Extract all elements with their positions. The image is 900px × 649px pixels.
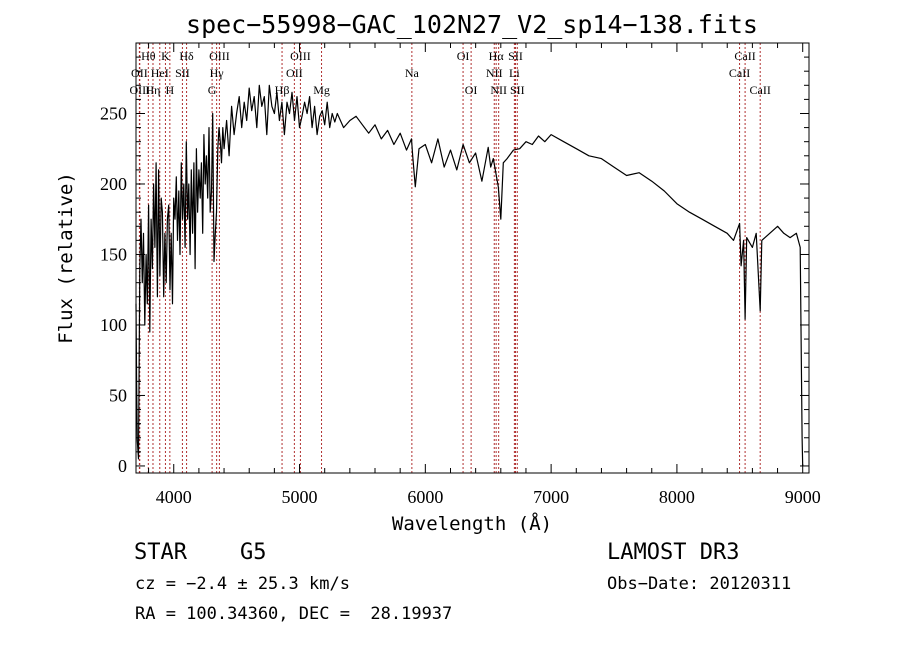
line-marker-label-2: OIII xyxy=(129,83,150,97)
redshift-value: cz = −2.4 ± 25.3 km/s xyxy=(135,574,350,594)
line-marker-label-10: Hγ xyxy=(210,66,225,80)
line-marker-label-8: Hδ xyxy=(179,49,194,63)
chart-title: spec−55998−GAC_102N27_V2_sp14−138.fits xyxy=(186,10,758,39)
line-marker-label-20: NII xyxy=(486,66,503,80)
line-marker-label-25: CaII xyxy=(734,49,755,63)
spectrum-series-line xyxy=(135,84,804,467)
coordinates: RA = 100.34360, DEC = 28.19937 xyxy=(135,604,453,624)
line-marker-label-18: OI xyxy=(465,83,478,97)
x-tick-label-0: 4000 xyxy=(156,487,192,507)
line-marker-label-7: H xyxy=(166,83,175,97)
x-tick-label-3: 7000 xyxy=(533,487,569,507)
y-tick-label-4: 200 xyxy=(100,174,127,194)
y-tick-label-0: 0 xyxy=(118,456,127,476)
line-marker-label-6: SII xyxy=(175,66,190,80)
x-axis-label: Wavelength (Å) xyxy=(392,512,552,535)
x-tick-label-5: 9000 xyxy=(785,487,821,507)
line-marker-label-3: HeI xyxy=(151,66,169,80)
line-marker-label-17: OI xyxy=(457,49,470,63)
line-marker-label-22: SII xyxy=(508,49,523,63)
y-tick-label-3: 150 xyxy=(100,244,127,264)
line-marker-label-15: Mg xyxy=(313,83,330,97)
y-axis-label: Flux (relative) xyxy=(55,172,77,344)
plot-frame xyxy=(135,42,810,474)
line-marker-label-12: OIII xyxy=(290,49,311,63)
line-markers xyxy=(138,43,761,473)
line-marker-label-16: Na xyxy=(405,66,420,80)
line-marker-label-21: NII xyxy=(490,83,507,97)
line-marker-label-9: OIII xyxy=(209,49,230,63)
line-marker-label-13: OII xyxy=(286,66,303,80)
axis-ticks: 4000 5000 6000 7000 8000 9000 0 50 100 150 200 250 xyxy=(100,43,821,507)
x-tick-label-2: 6000 xyxy=(407,487,443,507)
line-marker-label-23: Li xyxy=(509,66,520,80)
y-tick-label-2: 100 xyxy=(100,315,127,335)
x-tick-label-1: 5000 xyxy=(282,487,318,507)
y-tick-label-1: 50 xyxy=(109,385,127,405)
observation-date: Obs−Date: 20120311 xyxy=(607,574,792,594)
line-marker-label-19: Hα xyxy=(489,49,505,63)
x-tick-label-4: 8000 xyxy=(659,487,695,507)
line-marker-label-4: Hη xyxy=(146,83,161,97)
survey-name: LAMOST DR3 xyxy=(607,540,740,565)
y-tick-label-5: 250 xyxy=(100,103,127,123)
line-marker-label-1: OII xyxy=(131,66,148,80)
line-marker-label-11: G xyxy=(208,83,217,97)
line-marker-label-26: CaII xyxy=(729,66,750,80)
line-marker-label-24: SII xyxy=(510,83,525,97)
line-marker-label-0: Hθ xyxy=(141,49,156,63)
object-class: STAR xyxy=(134,540,187,565)
line-marker-label-5: K xyxy=(161,49,170,63)
line-marker-label-27: CaII xyxy=(750,83,771,97)
object-subclass: G5 xyxy=(240,540,267,565)
line-marker-label-14: Hβ xyxy=(275,83,290,97)
